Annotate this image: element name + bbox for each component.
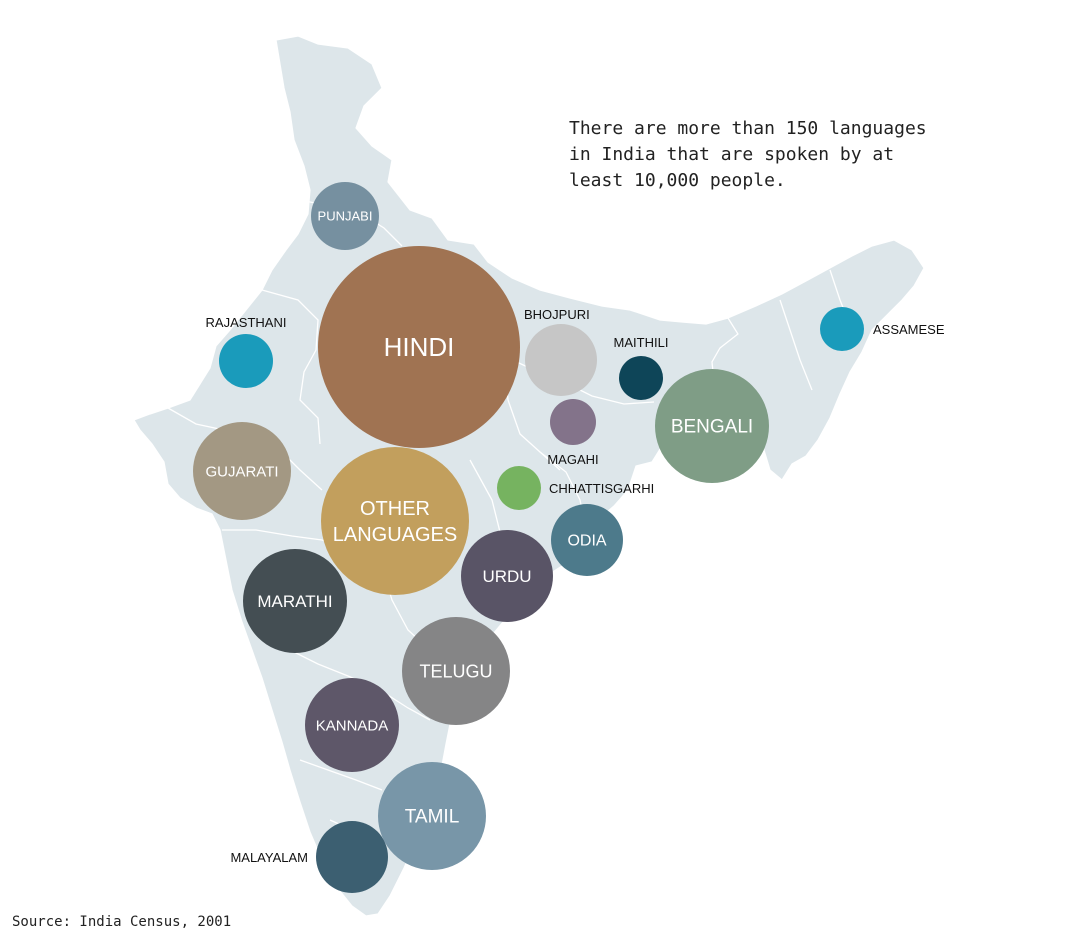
bubble-circle-chhattisgarhi: [497, 466, 541, 510]
bubble-label-gujarati: GUJARATI: [205, 463, 278, 480]
bubble-bhojpuri: BHOJPURI: [524, 307, 597, 396]
bubble-magahi: MAGAHI: [547, 399, 599, 467]
bubble-label-kannada: KANNADA: [316, 717, 389, 734]
source-note: Source: India Census, 2001: [12, 914, 232, 930]
bubble-label-punjabi: PUNJABI: [318, 209, 373, 224]
bubble-urdu: URDU: [461, 530, 553, 622]
bubble-chhattisgarhi: CHHATTISGARHI: [497, 466, 654, 510]
bubble-label-urdu: URDU: [482, 567, 531, 586]
bubble-circle-kannada: [305, 678, 399, 772]
bubble-label-assamese: ASSAMESE: [873, 322, 945, 337]
bubble-punjabi: PUNJABI: [311, 182, 379, 250]
bubble-circle-marathi: [243, 549, 347, 653]
bubble-circle-assamese: [820, 307, 864, 351]
bubble-circle-rajasthani: [219, 334, 273, 388]
bubble-circle-bengali: [655, 369, 769, 483]
bubble-label-hindi: HINDI: [384, 332, 455, 362]
bubble-label-marathi: MARATHI: [257, 592, 332, 611]
bubble-marathi: MARATHI: [243, 549, 347, 653]
bubble-label-telugu: TELUGU: [419, 661, 492, 681]
bubble-label-malayalam: MALAYALAM: [230, 850, 308, 865]
bubble-label-bengali: BENGALI: [671, 417, 753, 438]
bubble-rajasthani: RAJASTHANI: [206, 315, 287, 388]
bubble-label-rajasthani: RAJASTHANI: [206, 315, 287, 330]
bubble-odia: ODIA: [551, 504, 623, 576]
bubble-maithili: MAITHILI: [614, 335, 669, 400]
bubble-circle-urdu: [461, 530, 553, 622]
bubble-telugu: TELUGU: [402, 617, 510, 725]
bubble-circle-gujarati: [193, 422, 291, 520]
bubble-circle-hindi: [318, 246, 520, 448]
bubble-malayalam: MALAYALAM: [230, 821, 388, 893]
bubble-circle-punjabi: [311, 182, 379, 250]
bubble-label-other-languages: OTHER LANGUAGES: [333, 498, 457, 546]
bubble-circle-other-languages: [321, 447, 469, 595]
bubble-circle-bhojpuri: [525, 324, 597, 396]
bubble-circle-tamil: [378, 762, 486, 870]
bubble-hindi: HINDI: [318, 246, 520, 448]
bubble-circle-odia: [551, 504, 623, 576]
language-bubbles: HINDI OTHER LANGUAGES BENGALI TELUGU TAMIL MAR…: [193, 182, 945, 893]
bubble-circle-malayalam: [316, 821, 388, 893]
bubble-tamil: TAMIL: [378, 762, 486, 870]
bubble-label-maithili: MAITHILI: [614, 335, 669, 350]
bubble-label-odia: ODIA: [567, 533, 606, 550]
bubble-label-magahi: MAGAHI: [547, 452, 598, 467]
bubble-circle-telugu: [402, 617, 510, 725]
bubble-other-languages: OTHER LANGUAGES: [321, 447, 469, 595]
bubble-gujarati: GUJARATI: [193, 422, 291, 520]
bubble-label-tamil: TAMIL: [405, 807, 460, 828]
bubble-assamese: ASSAMESE: [820, 307, 945, 351]
bubble-circle-maithili: [619, 356, 663, 400]
bubble-label-chhattisgarhi: CHHATTISGARHI: [549, 481, 654, 496]
bubble-kannada: KANNADA: [305, 678, 399, 772]
bubble-circle-magahi: [550, 399, 596, 445]
map-caption: There are more than 150 languages in Ind…: [569, 118, 927, 191]
bubble-label-bhojpuri: BHOJPURI: [524, 307, 590, 322]
bubble-bengali: BENGALI: [655, 369, 769, 483]
